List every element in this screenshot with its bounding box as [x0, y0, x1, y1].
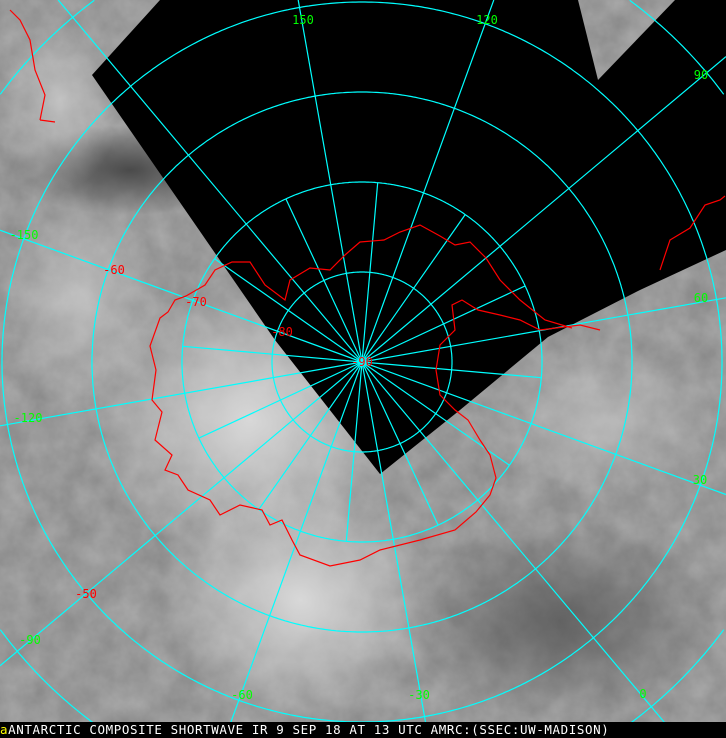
longitude-label: 150 [292, 13, 314, 27]
grid-labels: -90 -80 -70 -60 -50 150 120 90 60 30 0 -30 -60 -90 -12… [10, 13, 709, 702]
meridian-line [361, 361, 542, 379]
latitude-circle [1, 1, 723, 723]
antarctica-coastline [9, 9, 726, 567]
longitude-label: 30 [693, 473, 707, 487]
longitude-label: -60 [231, 688, 253, 702]
meridian-line [361, 214, 466, 363]
longitude-label: -150 [10, 228, 39, 242]
longitude-label: 0 [639, 687, 646, 701]
meridian-line [361, 182, 379, 363]
meridian-line [285, 198, 363, 363]
caption-bar: aANTARCTIC COMPOSITE SHORTWAVE IR 9 SEP … [0, 722, 726, 738]
meridian-line [0, 361, 363, 427]
latitude-circle [271, 271, 453, 453]
meridian-line [361, 361, 678, 738]
longitude-label: 90 [694, 68, 708, 82]
meridian-line [258, 361, 363, 510]
meridian-line [0, 361, 363, 667]
meridian-line [182, 345, 363, 363]
latitude-label: -90 [351, 355, 373, 369]
meridian-line [361, 361, 429, 738]
latitude-label: -60 [103, 263, 125, 277]
longitude-label: -90 [19, 633, 41, 647]
latitude-label: -50 [75, 587, 97, 601]
meridian-line [224, 361, 363, 738]
meridian-line [0, 229, 363, 363]
longitude-label: -30 [408, 688, 430, 702]
meridian-line [57, 0, 363, 363]
meridian-line [297, 0, 363, 363]
meridian-line [345, 361, 363, 542]
meridian-line [361, 285, 526, 363]
longitude-label: 120 [476, 13, 498, 27]
latitude-label: -70 [185, 295, 207, 309]
caption-marker: a [0, 722, 9, 737]
longitude-label: 60 [694, 291, 708, 305]
latitude-label: -80 [271, 325, 293, 339]
meridian-line [361, 0, 495, 363]
meridian-line [198, 361, 363, 439]
meridian-line [214, 258, 363, 363]
latitude-circle [181, 181, 543, 543]
caption-text: ANTARCTIC COMPOSITE SHORTWAVE IR 9 SEP 1… [8, 722, 610, 737]
latitude-circle [91, 91, 633, 633]
meridian-line [361, 361, 726, 496]
longitude-label: -120 [14, 411, 43, 425]
meridian-line [361, 361, 439, 526]
meridian-line [361, 56, 726, 363]
no-data-region [92, 0, 726, 474]
